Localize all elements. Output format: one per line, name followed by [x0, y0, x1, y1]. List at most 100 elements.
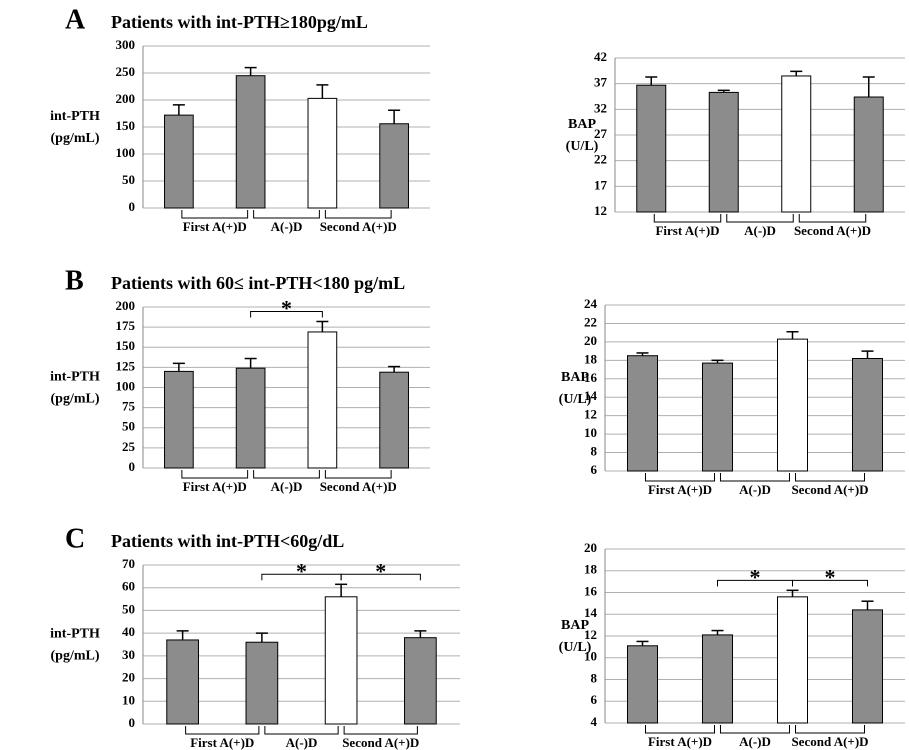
significance-star: *: [296, 558, 307, 583]
y-tick-label: 20: [584, 333, 597, 348]
bar: [324, 596, 358, 725]
period-bracket: [264, 726, 339, 735]
bar: [781, 75, 812, 213]
y-tick-label: 22: [584, 314, 597, 329]
y-tick-label: 14: [584, 605, 598, 620]
period-label: Second A(+)D: [791, 482, 868, 497]
period-bracket: [720, 473, 790, 482]
y-axis-label: BAP: [561, 618, 589, 633]
bar: [307, 331, 338, 469]
y-axis-label: (pg/mL): [51, 392, 100, 407]
y-tick-label: 16: [584, 583, 598, 598]
y-tick-label: 18: [584, 351, 598, 366]
significance-star: *: [375, 558, 386, 583]
period-label: A(-)D: [744, 223, 776, 238]
y-tick-label: 16: [584, 370, 598, 385]
period-bracket: [795, 473, 865, 482]
bar: [164, 114, 194, 209]
period-label: First A(+)D: [648, 482, 712, 497]
period-label: A(-)D: [271, 219, 303, 234]
y-tick-label: 22: [594, 152, 607, 167]
bar: [379, 371, 409, 469]
y-tick-label: 10: [584, 649, 597, 664]
y-tick-label: 150: [116, 118, 136, 133]
y-tick-label: 25: [122, 439, 136, 454]
period-label: First A(+)D: [648, 734, 712, 749]
bar: [852, 357, 883, 472]
chart-title: Patients with 60≤ int-PTH<180 pg/mL: [111, 273, 405, 293]
y-tick-label: 8: [591, 444, 598, 459]
y-tick-label: 10: [584, 425, 597, 440]
chart-title: Patients with int-PTH<60g/dL: [111, 531, 344, 551]
y-axis-label: (pg/mL): [51, 649, 100, 664]
bar: [166, 639, 199, 725]
period-label: Second A(+)D: [342, 735, 419, 750]
period-label: Second A(+)D: [320, 479, 397, 494]
y-axis-label: int-PTH: [50, 109, 100, 124]
y-tick-label: 50: [122, 419, 135, 434]
y-tick-label: 200: [116, 91, 136, 106]
bar: [235, 367, 266, 469]
y-tick-label: 20: [584, 540, 597, 555]
y-axis-label: (U/L): [559, 392, 592, 407]
bar: [853, 96, 884, 213]
period-label: First A(+)D: [183, 219, 247, 234]
bar: [627, 645, 658, 724]
period-bracket: [253, 210, 320, 219]
bar: [777, 338, 808, 472]
period-bracket: [795, 725, 865, 734]
significance-bracket: [250, 310, 323, 318]
significance-star: *: [825, 564, 836, 589]
bar: [852, 609, 883, 724]
y-tick-label: 75: [122, 399, 136, 414]
period-bracket: [181, 470, 249, 479]
period-bracket: [720, 725, 790, 734]
period-bracket: [324, 470, 392, 479]
bar: [164, 370, 194, 469]
y-tick-label: 32: [594, 100, 607, 115]
y-tick-label: 12: [584, 407, 597, 422]
bar: [702, 634, 733, 724]
period-bracket: [653, 214, 722, 223]
y-tick-label: 42: [594, 49, 607, 64]
y-tick-label: 27: [594, 126, 608, 141]
y-tick-label: 12: [594, 203, 607, 218]
bar: [702, 362, 733, 472]
period-bracket: [181, 210, 249, 219]
y-tick-label: 4: [591, 714, 598, 729]
y-axis-label: (U/L): [566, 139, 599, 154]
period-label: Second A(+)D: [320, 219, 397, 234]
y-axis-label: BAP: [561, 370, 589, 385]
bar: [404, 637, 437, 725]
bar: [627, 355, 658, 472]
y-tick-label: 37: [594, 75, 608, 90]
y-tick-label: 30: [122, 647, 135, 662]
y-tick-label: 0: [129, 199, 136, 214]
y-tick-label: 10: [122, 692, 135, 707]
y-axis-label: BAP: [568, 117, 596, 132]
y-tick-label: 175: [116, 318, 136, 333]
y-tick-label: 100: [116, 378, 136, 393]
y-axis-label: int-PTH: [50, 370, 100, 385]
y-tick-label: 24: [584, 296, 598, 311]
significance-star: *: [750, 564, 761, 589]
y-tick-label: 8: [591, 670, 598, 685]
bar: [636, 84, 667, 213]
period-bracket: [343, 726, 418, 735]
period-label: A(-)D: [739, 482, 771, 497]
y-tick-label: 18: [584, 562, 598, 577]
y-tick-label: 60: [122, 579, 135, 594]
period-label: A(-)D: [739, 734, 771, 749]
bar: [245, 641, 279, 725]
y-tick-label: 125: [116, 358, 136, 373]
y-tick-label: 50: [122, 601, 135, 616]
period-bracket: [645, 725, 715, 734]
y-tick-label: 0: [129, 715, 136, 730]
y-tick-label: 70: [122, 556, 135, 571]
period-label: First A(+)D: [183, 479, 247, 494]
bar: [235, 75, 266, 209]
y-tick-label: 50: [122, 172, 135, 187]
y-tick-label: 14: [584, 388, 598, 403]
period-bracket: [645, 473, 715, 482]
period-label: Second A(+)D: [794, 223, 871, 238]
